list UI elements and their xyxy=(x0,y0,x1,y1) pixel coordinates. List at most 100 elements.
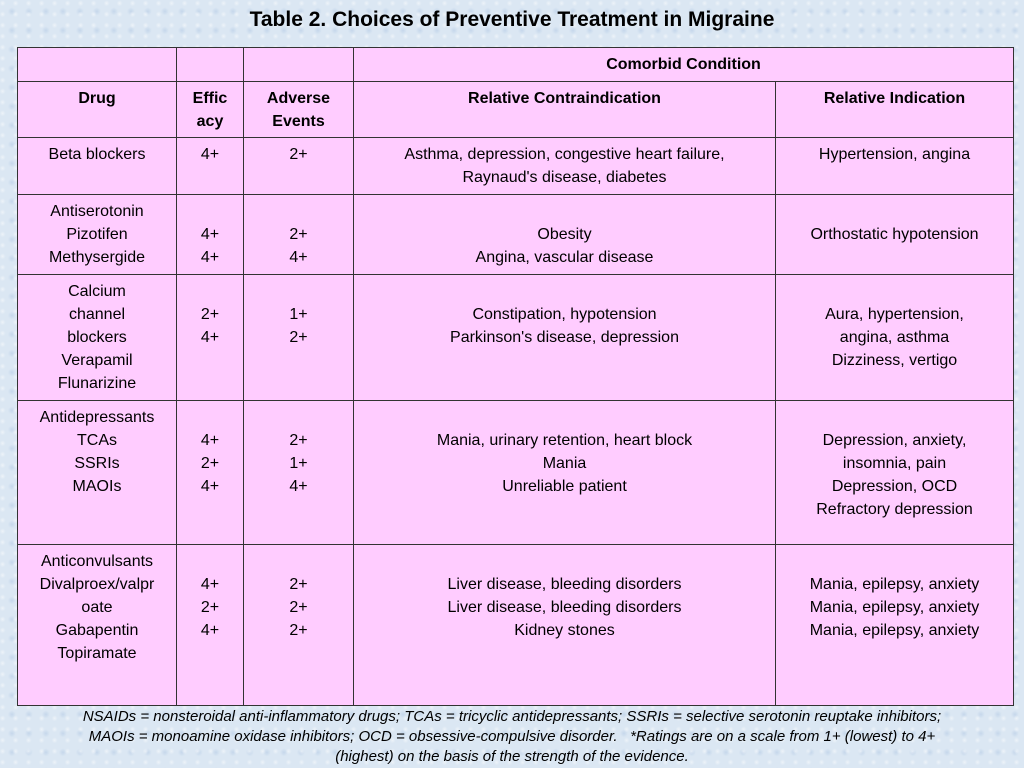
cell-line: Relative Indication xyxy=(823,90,966,107)
cell-line: 2+ xyxy=(289,146,308,163)
cell-line: Anticonvulsants xyxy=(40,553,154,570)
cell-line: insomnia, pain xyxy=(842,455,947,472)
cell-line: Liver disease, bleeding disorders xyxy=(447,599,682,616)
empty-cell xyxy=(243,47,354,82)
cell-line: 1+ xyxy=(289,455,308,472)
drug-cell: Anticonvulsants Divalproex/valpr oate Gabap… xyxy=(17,544,177,706)
cell-line: Refractory depression xyxy=(816,501,973,518)
cell-line: Topiramate xyxy=(57,645,137,662)
cell-line: Angina, vascular disease xyxy=(475,249,654,266)
table-cell: 2+ 4+ xyxy=(176,274,244,401)
cell-line: Gabapentin xyxy=(55,622,139,639)
footnote: NSAIDs = nonsteroidal anti-inflammatory … xyxy=(0,707,1024,767)
cell-line: Depression, OCD xyxy=(831,478,958,495)
cell-line: Orthostatic hypotension xyxy=(810,226,979,243)
cell-line: 2+ xyxy=(200,455,220,472)
cell-line: 4+ xyxy=(200,146,220,163)
table-row: Calcium channel blockers Verapamil Flunarizi… xyxy=(17,274,1015,401)
cell-line: 2+ xyxy=(289,432,308,449)
cell-line: Antidepressants xyxy=(39,409,155,426)
cell-line: Aura, hypertension, xyxy=(825,306,964,323)
cell-line: Unreliable patient xyxy=(502,478,627,495)
cell-line: 2+ xyxy=(289,622,308,639)
cell-line: Constipation, hypotension xyxy=(472,306,657,323)
drug-cell: Calcium channel blockers Verapamil Flunarizi… xyxy=(17,274,177,401)
column-header: Adverse Events xyxy=(243,81,354,138)
cell-line: Events xyxy=(272,113,325,130)
cell-line: Mania, epilepsy, anxiety xyxy=(809,599,980,616)
cell-line: 4+ xyxy=(200,478,220,495)
table-row: Antiserotonin Pizotifen Methysergide 4+ 4+ 2+… xyxy=(17,194,1015,275)
cell-line: Mania, epilepsy, anxiety xyxy=(809,622,980,639)
table-cell: 1+ 2+ xyxy=(243,274,354,401)
cell-line: Mania, epilepsy, anxiety xyxy=(809,576,980,593)
cell-line: 4+ xyxy=(200,226,220,243)
cell-line: Depression, anxiety, xyxy=(822,432,967,449)
cell-line: blockers xyxy=(67,329,127,346)
cell-line: 4+ xyxy=(289,478,308,495)
table-cell: Asthma, depression, congestive heart fai… xyxy=(353,137,776,195)
group-header-row: Comorbid Condition xyxy=(17,47,1015,82)
table-row: Anticonvulsants Divalproex/valpr oate Gabap… xyxy=(17,544,1015,706)
cell-line: angina, asthma xyxy=(839,329,950,346)
column-header: Relative Indication xyxy=(774,81,1015,138)
cell-line: 2+ xyxy=(289,329,308,346)
table-cell: 4+ 2+ 4+ xyxy=(176,400,244,545)
cell-line: 4+ xyxy=(200,576,220,593)
table-cell: Obesity Angina, vascular disease xyxy=(353,194,776,275)
cell-line: channel xyxy=(68,306,126,323)
cell-line: acy xyxy=(196,113,224,130)
drug-cell: Beta blockers xyxy=(17,137,177,195)
footnote-line: MAOIs = monoamine oxidase inhibitors; OC… xyxy=(88,728,936,745)
table-cell: 2+ 1+ 4+ xyxy=(243,400,354,545)
footnote-line: NSAIDs = nonsteroidal anti-inflammatory … xyxy=(82,708,942,725)
cell-line: Beta blockers xyxy=(48,146,146,163)
table-cell: 4+ 2+ 4+ xyxy=(176,544,244,706)
table: Comorbid Condition Drug Effic acy Adverse Ev… xyxy=(17,47,1015,706)
column-header: Effic acy xyxy=(176,81,244,138)
cell-line: 2+ xyxy=(200,306,220,323)
cell-line: Methysergide xyxy=(48,249,146,266)
cell-line: Obesity xyxy=(537,226,592,243)
cell-line: 4+ xyxy=(289,249,308,266)
cell-line: Mania, urinary retention, heart block xyxy=(436,432,693,449)
cell-line: 4+ xyxy=(200,622,220,639)
cell-line: Verapamil xyxy=(61,352,133,369)
drug-cell: Antidepressants TCAs SSRIs MAOIs xyxy=(17,400,177,545)
cell-line: 4+ xyxy=(200,329,220,346)
empty-cell xyxy=(176,47,244,82)
table-cell: Mania, epilepsy, anxiety Mania, epilepsy,… xyxy=(774,544,1015,706)
table-cell: 4+ 4+ xyxy=(176,194,244,275)
cell-line: Hypertension, angina xyxy=(818,146,971,163)
table-cell: Orthostatic hypotension xyxy=(774,194,1015,275)
footnote-line: (highest) on the basis of the strength o… xyxy=(335,748,689,765)
cell-line: Flunarizine xyxy=(57,375,137,392)
empty-cell xyxy=(17,47,177,82)
table-cell: 2+ 4+ xyxy=(243,194,354,275)
cell-line: 2+ xyxy=(289,576,308,593)
table-cell: 4+ xyxy=(176,137,244,195)
cell-line: Asthma, depression, congestive heart fai… xyxy=(404,146,725,163)
table-body: Beta blockers 4+ 2+ Asthma, depression, con… xyxy=(17,137,1015,706)
cell-line: Pizotifen xyxy=(66,226,128,243)
table-cell: Hypertension, angina xyxy=(774,137,1015,195)
cell-line: 4+ xyxy=(200,432,220,449)
table-cell: Depression, anxiety, insomnia, pain Depres… xyxy=(774,400,1015,545)
cell-line: oate xyxy=(81,599,113,616)
cell-line: Divalproex/valpr xyxy=(39,576,155,593)
cell-line: 4+ xyxy=(200,249,220,266)
table-cell: 2+ xyxy=(243,137,354,195)
title: Table 2. Choices of Preventive Treatment… xyxy=(249,8,775,31)
cell-line: Antiserotonin xyxy=(50,203,144,220)
cell-line: Raynaud's disease, diabetes xyxy=(462,169,667,186)
cell-line: Liver disease, bleeding disorders xyxy=(447,576,682,593)
cell-line: Mania xyxy=(542,455,587,472)
drug-cell: Antiserotonin Pizotifen Methysergide xyxy=(17,194,177,275)
group-header: Comorbid Condition xyxy=(352,47,1015,82)
cell-line: 2+ xyxy=(289,226,308,243)
cell-line: SSRIs xyxy=(74,455,120,472)
cell-line: 1+ xyxy=(289,306,308,323)
table-row: Beta blockers 4+ 2+ Asthma, depression, con… xyxy=(17,137,1015,195)
column-header: Relative Contraindication xyxy=(353,81,776,138)
